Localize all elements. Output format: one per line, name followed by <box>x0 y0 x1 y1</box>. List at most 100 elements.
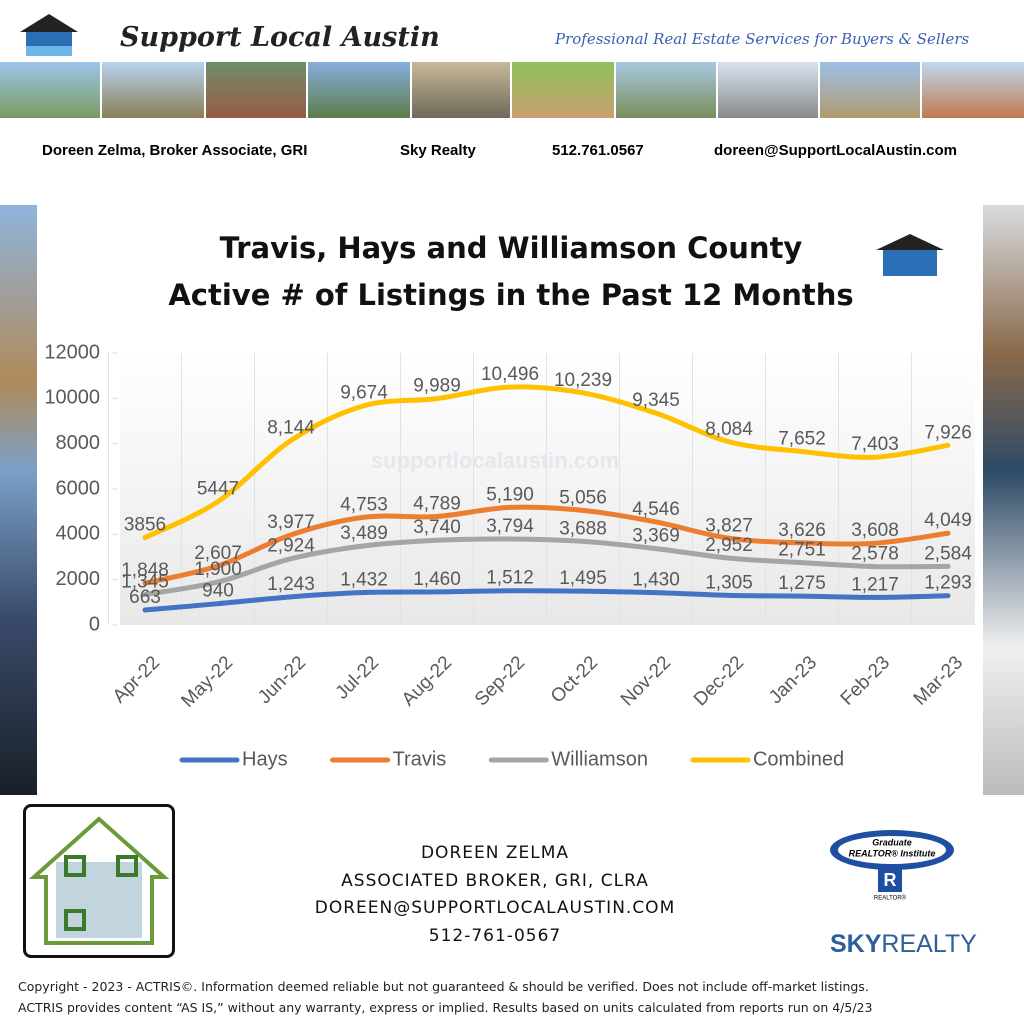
data-label: 1,900 <box>194 559 242 580</box>
y-tick-label: 4000 <box>56 523 101 545</box>
side-photo <box>0 205 37 795</box>
y-tick-label: 0 <box>89 613 100 635</box>
footer-line: 512-761-0567 <box>428 926 562 946</box>
photo <box>512 62 614 118</box>
y-tick-label: 2000 <box>56 568 101 590</box>
series-line <box>142 588 951 613</box>
photo <box>206 62 306 118</box>
side-photo <box>983 205 1024 795</box>
tagline: Professional Real Estate Services for Bu… <box>555 30 970 48</box>
data-label: 3,369 <box>632 526 680 547</box>
data-label: 5,056 <box>559 487 607 508</box>
data-label: 10,496 <box>481 364 539 385</box>
svg-text:R: R <box>884 870 897 890</box>
badge-text: REALTOR® Institute <box>849 848 936 858</box>
brand-realty: REALTY <box>881 930 977 958</box>
badge-text: REALTOR® <box>874 895 907 902</box>
data-label: 3,827 <box>705 515 753 536</box>
chart: Travis, Hays and Williamson County Activ… <box>44 231 975 771</box>
data-label: 3,688 <box>559 518 607 539</box>
data-label: 3856 <box>124 515 166 536</box>
chart-title: Active # of Listings in the Past 12 Mont… <box>168 278 853 312</box>
chart-title: Travis, Hays and Williamson County <box>220 231 803 265</box>
data-label: 2,924 <box>267 536 315 557</box>
logo-house <box>20 14 78 56</box>
photo <box>616 62 716 118</box>
data-label: 7,926 <box>924 422 972 443</box>
data-label: 9,345 <box>632 390 680 411</box>
data-label: 1,495 <box>559 568 607 589</box>
data-label: 2,952 <box>705 535 753 556</box>
data-label: 940 <box>202 581 234 602</box>
brand-sky: SKY <box>830 930 882 958</box>
data-label: 4,789 <box>413 493 461 514</box>
data-label: 3,489 <box>340 523 388 544</box>
photo <box>412 62 510 118</box>
legend-label: Travis <box>393 748 447 770</box>
data-label: 2,584 <box>924 543 972 564</box>
y-tick-label: 10000 <box>44 387 100 409</box>
data-label: 1,848 <box>121 560 169 581</box>
footer-line: ASSOCIATED BROKER, GRI, CLRA <box>341 871 649 891</box>
watermark: supportlocalaustin.com <box>371 448 619 473</box>
data-label: 7,403 <box>851 434 899 455</box>
photo <box>308 62 410 118</box>
legend-label: Williamson <box>551 748 648 770</box>
contact: doreen@SupportLocalAustin.com <box>714 142 957 159</box>
legend-label: Combined <box>753 748 844 770</box>
data-label: 7,652 <box>778 429 826 450</box>
data-label: 10,239 <box>554 370 612 391</box>
data-label: 9,674 <box>340 383 388 404</box>
data-label: 663 <box>129 587 161 608</box>
data-label: 1,305 <box>705 572 753 593</box>
y-tick-label: 8000 <box>56 432 101 454</box>
data-label: 3,608 <box>851 520 899 541</box>
qr-code <box>28 816 170 945</box>
copyright: ACTRIS provides content “AS IS,” without… <box>18 1000 873 1015</box>
data-label: 1,512 <box>486 568 534 589</box>
photo <box>820 62 920 118</box>
footer-line: DOREEN ZELMA <box>420 843 570 863</box>
series-line <box>142 536 951 598</box>
data-label: 5447 <box>197 479 239 500</box>
contact: 512.761.0567 <box>552 142 644 159</box>
badge-text: Graduate <box>872 837 912 847</box>
y-tick-label: 6000 <box>56 477 101 499</box>
data-label: 1,432 <box>340 570 388 591</box>
data-label: 8,084 <box>705 419 753 440</box>
brand: Support Local Austin <box>120 22 440 53</box>
realtor-badge: Graduate REALTOR® Institute R REALTOR® <box>830 830 954 902</box>
photo <box>0 62 100 118</box>
y-tick-label: 12000 <box>44 341 100 363</box>
qr-frame <box>23 804 175 958</box>
data-label: 2,751 <box>778 540 826 561</box>
data-label: 2,578 <box>851 544 899 565</box>
footer-line: DOREEN@SUPPORTLOCALAUSTIN.COM <box>314 898 676 918</box>
plot-area <box>120 353 975 625</box>
series-line <box>142 504 951 586</box>
contact: Sky Realty <box>400 142 476 159</box>
data-label: 4,546 <box>632 499 680 520</box>
photo <box>102 62 204 118</box>
data-label: 1,217 <box>851 574 899 595</box>
series-line <box>142 384 951 541</box>
data-label: 1,430 <box>632 570 680 591</box>
photo <box>922 62 1024 118</box>
data-label: 1,345 <box>121 572 169 593</box>
data-label: 8,144 <box>267 417 315 438</box>
data-label: 5,190 <box>486 484 534 505</box>
data-label: 3,794 <box>486 516 534 537</box>
data-label: 3,626 <box>778 520 826 541</box>
copyright: Copyright - 2023 - ACTRIS©. Information … <box>18 979 869 994</box>
data-label: 9,989 <box>413 376 461 397</box>
data-label: 3,977 <box>267 512 315 533</box>
data-label: 3,740 <box>413 517 461 538</box>
data-label: 4,753 <box>340 494 388 515</box>
legend-label: Hays <box>242 748 288 770</box>
photo <box>718 62 818 118</box>
logo-house <box>876 234 944 276</box>
data-label: 1,460 <box>413 569 461 590</box>
data-label: 1,243 <box>267 574 315 595</box>
data-label: 1,275 <box>778 573 826 594</box>
